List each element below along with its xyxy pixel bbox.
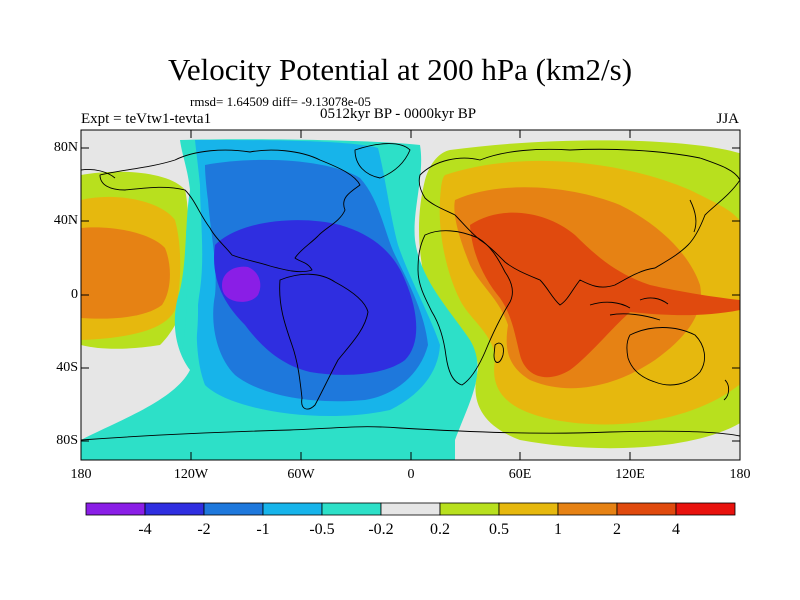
colorbar-swatch [321, 502, 382, 516]
colorbar [85, 502, 736, 516]
colorbar-swatch [439, 502, 500, 516]
x-tick-marks [80, 130, 741, 460]
colorbar-label: -0.2 [368, 521, 394, 538]
colorbar-label: 0.5 [489, 521, 509, 538]
colorbar-label: -1 [256, 521, 270, 538]
x-tick-label: 120W [173, 467, 209, 482]
colorbar-swatch [380, 502, 441, 516]
colorbar-label: 1 [554, 521, 562, 538]
x-tick-label: 60W [287, 467, 315, 482]
y-tick-label: 80N [53, 140, 78, 155]
colorbar-swatch [675, 502, 736, 516]
colorbar-swatch [498, 502, 559, 516]
coastlines [81, 143, 740, 441]
colorbar-swatch [616, 502, 677, 516]
colorbar-swatch [144, 502, 205, 516]
y-tick-label: 40S [56, 360, 78, 375]
colorbar-label: 0.2 [430, 521, 450, 538]
stats-label: rmsd= 1.64509 diff= -9.13078e-05 [190, 94, 371, 109]
colorbar-label: 2 [613, 521, 621, 538]
map-title: Velocity Potential at 200 hPa (km2/s) [167, 52, 633, 87]
colorbar-label: -2 [197, 521, 211, 538]
season-label: JJA [716, 111, 739, 127]
y-tick-label: 80S [56, 433, 78, 448]
colorbar-label: -0.5 [309, 521, 335, 538]
period-label: 0512kyr BP - 0000kyr BP [320, 106, 477, 122]
y-tick-label: 40N [53, 213, 78, 228]
x-tick-label: 0 [407, 467, 415, 482]
contour-fill [81, 130, 740, 460]
x-tick-label: 180 [70, 467, 92, 482]
x-tick-label: 60E [508, 467, 532, 482]
x-tick-label: 180 [729, 467, 751, 482]
colorbar-swatch [203, 502, 264, 516]
colorbar-label: -4 [138, 521, 152, 538]
y-tick-marks [81, 147, 740, 442]
y-tick-label: 0 [71, 287, 78, 302]
colorbar-swatch [85, 502, 146, 516]
colorbar-label: 4 [672, 521, 680, 538]
colorbar-swatch [557, 502, 618, 516]
colorbar-swatch [262, 502, 323, 516]
experiment-label: Expt = teVtw1-tevta1 [81, 111, 212, 127]
x-tick-label: 120E [615, 467, 645, 482]
